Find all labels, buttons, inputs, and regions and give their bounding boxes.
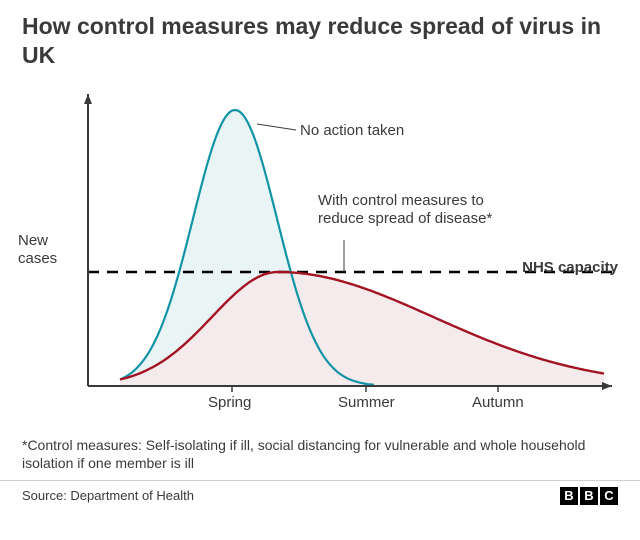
bbc-logo-icon: BBC xyxy=(560,487,618,505)
no-action-label: No action taken xyxy=(300,122,404,140)
x-tick-spring: Spring xyxy=(208,394,251,411)
footnote: *Control measures: Self-isolating if ill… xyxy=(0,434,640,480)
chart-area: Newcases NHS capacity No action taken Wi… xyxy=(20,74,620,434)
chart-title: How control measures may reduce spread o… xyxy=(0,0,640,74)
x-tick-summer: Summer xyxy=(338,394,395,411)
source-text: Source: Department of Health xyxy=(22,488,194,503)
y-axis-label: Newcases xyxy=(18,232,57,268)
nhs-capacity-label: NHS capacity xyxy=(522,259,618,277)
control-measures-label: With control measures to reduce spread o… xyxy=(318,192,508,228)
x-tick-autumn: Autumn xyxy=(472,394,524,411)
footer: Source: Department of Health BBC xyxy=(0,480,640,511)
